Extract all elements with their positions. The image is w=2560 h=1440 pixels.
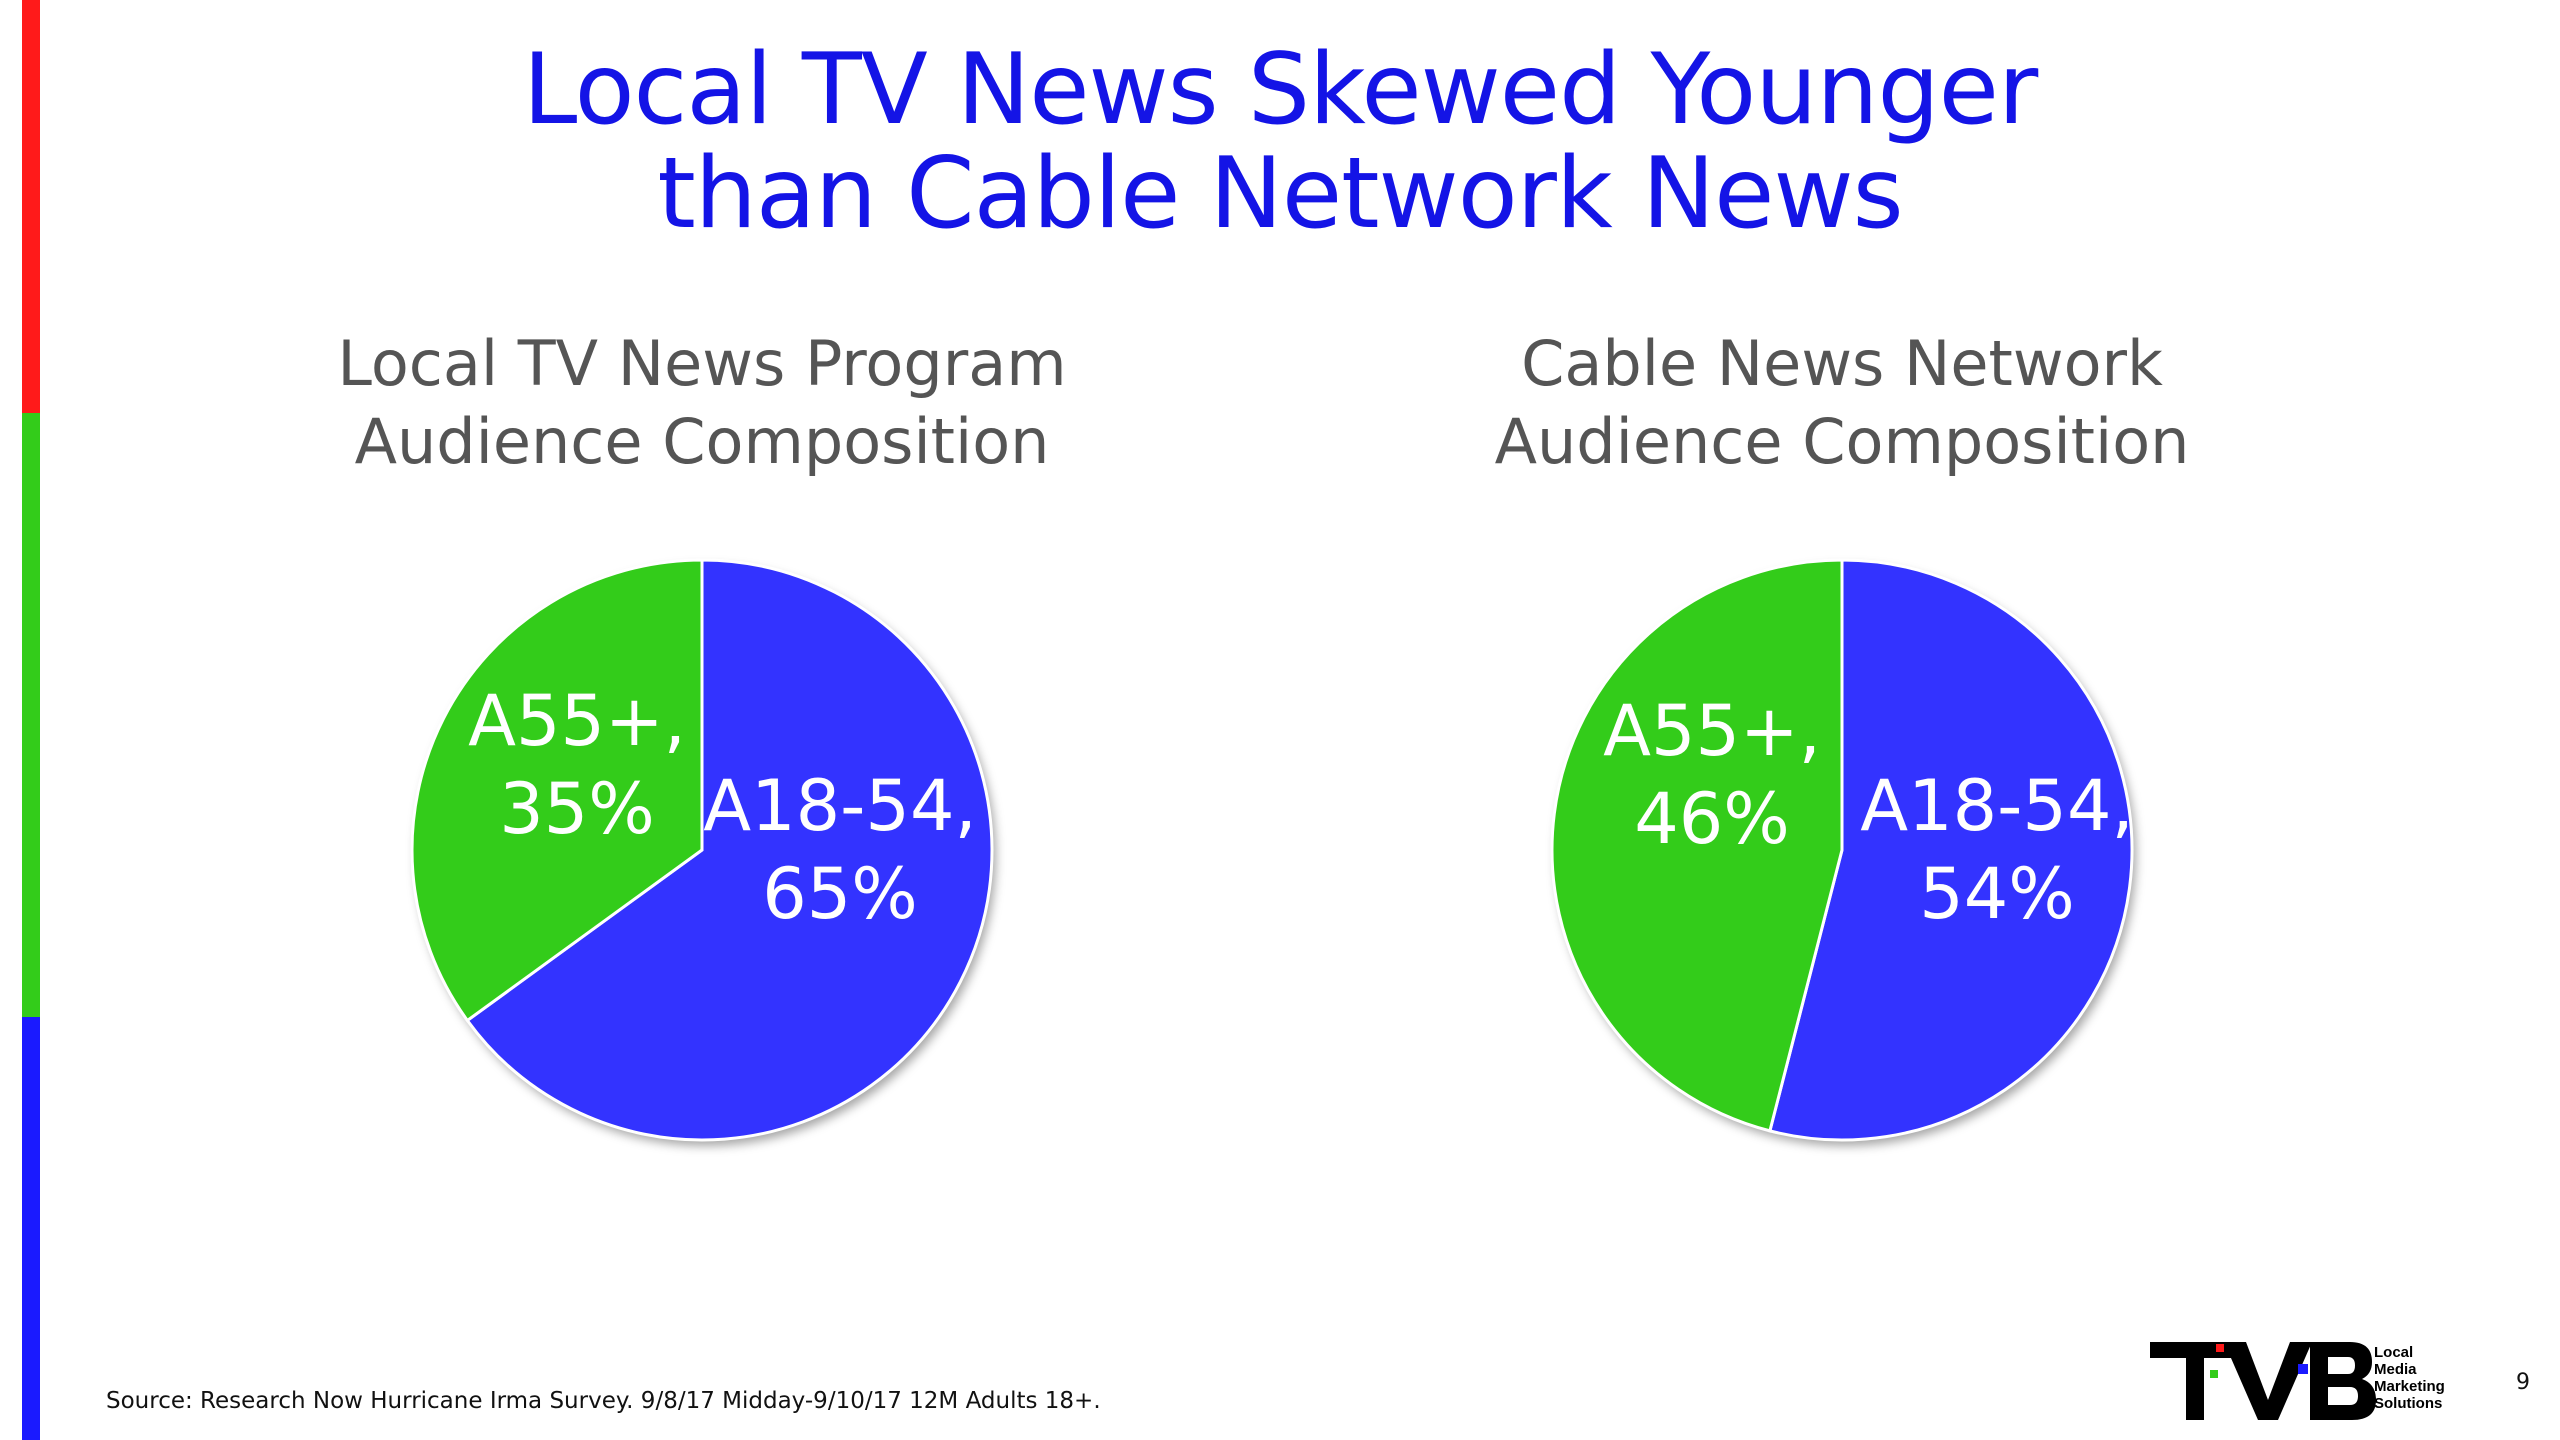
local-tv-chart-title-line-2: Audience Composition bbox=[354, 405, 1050, 478]
local-tv-chart-title-line-1: Local TV News Program bbox=[337, 327, 1067, 400]
logo-tagline: Local Media Marketing Solutions bbox=[2374, 1344, 2445, 1412]
pie-slice-a18-54 bbox=[465, 558, 994, 1142]
pie-slice-label: A18-54, 65% bbox=[703, 765, 977, 935]
page-number: 9 bbox=[2516, 1370, 2530, 1395]
pie-slice-a55- bbox=[410, 558, 704, 1023]
slide-title-line-1: Local TV News Skewed Younger bbox=[522, 33, 2039, 147]
pie-slice-label: A55+, 35% bbox=[468, 680, 686, 850]
pie-slice-a55- bbox=[1550, 558, 1844, 1133]
local-tv-pie-chart: A18-54, 65%A55+, 35% bbox=[410, 558, 994, 1142]
logo-tagline-line: Local bbox=[2374, 1344, 2414, 1361]
logo-tagline-line: Marketing bbox=[2374, 1378, 2445, 1395]
cable-news-chart-title-line-2: Audience Composition bbox=[1494, 405, 2190, 478]
slide-title: Local TV News Skewed Younger than Cable … bbox=[300, 38, 2260, 246]
accent-bar-blue bbox=[22, 1017, 40, 1440]
source-note: Source: Research Now Hurricane Irma Surv… bbox=[106, 1388, 1101, 1414]
logo-tagline-line: Solutions bbox=[2374, 1395, 2443, 1412]
local-tv-chart-title: Local TV News Program Audience Compositi… bbox=[252, 325, 1152, 481]
accent-bar-red bbox=[22, 0, 40, 413]
cable-news-pie-chart: A18-54, 54%A55+, 46% bbox=[1550, 558, 2134, 1142]
slide-title-line-2: than Cable Network News bbox=[657, 137, 1903, 251]
accent-bar-green bbox=[22, 413, 40, 1017]
cable-news-chart-title-line-1: Cable News Network bbox=[1521, 327, 2163, 400]
pie-slice-label: A55+, 46% bbox=[1603, 690, 1821, 860]
pie-slice-a18-54 bbox=[1768, 558, 2134, 1142]
logo-tagline-line: Media bbox=[2374, 1361, 2417, 1378]
tvb-logo bbox=[2150, 1342, 2376, 1420]
cable-news-chart-title: Cable News Network Audience Composition bbox=[1392, 325, 2292, 481]
pie-slice-label: A18-54, 54% bbox=[1860, 765, 2134, 935]
